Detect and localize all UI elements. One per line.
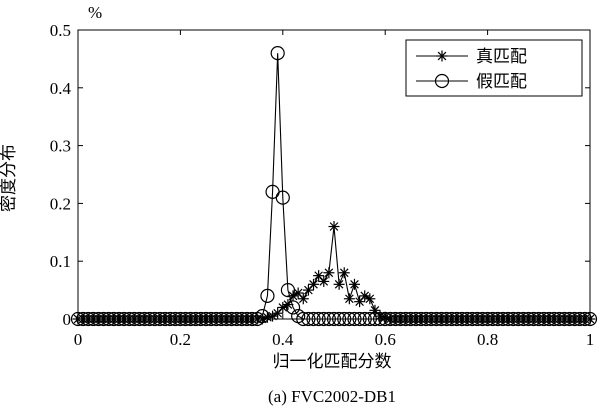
data-point-asterisk bbox=[328, 221, 340, 233]
asterisk-stroke bbox=[437, 51, 447, 61]
x-tick-label: 0.8 bbox=[477, 330, 498, 349]
data-point-circle bbox=[275, 190, 290, 205]
y-tick-label: 0.5 bbox=[50, 21, 71, 40]
y-tick-label: 0.3 bbox=[50, 137, 71, 156]
asterisk-stroke bbox=[324, 268, 334, 278]
y-tick-label: 0.2 bbox=[50, 194, 71, 213]
x-tick-label: 1 bbox=[586, 330, 595, 349]
x-tick-label: 0.4 bbox=[272, 330, 294, 349]
data-point-asterisk bbox=[313, 270, 325, 282]
data-point-asterisk bbox=[338, 267, 350, 279]
asterisk-stroke bbox=[283, 300, 293, 309]
data-point-asterisk bbox=[333, 278, 345, 290]
data-point-asterisk bbox=[277, 301, 289, 313]
y-axis-label: 密度分布 bbox=[0, 144, 19, 212]
asterisk-stroke bbox=[365, 294, 375, 304]
axes-frame bbox=[77, 29, 591, 320]
data-point-circle bbox=[270, 46, 285, 61]
legend-marker-asterisk bbox=[436, 50, 448, 62]
asterisk-stroke bbox=[334, 279, 344, 289]
asterisk-stroke bbox=[329, 222, 339, 231]
figure-caption: (a) FVC2002-DB1 bbox=[268, 387, 396, 406]
data-point-asterisk bbox=[272, 307, 284, 319]
data-point-circle bbox=[280, 283, 296, 298]
data-point-asterisk bbox=[282, 299, 294, 311]
legend-box bbox=[405, 39, 583, 97]
data-point-asterisk bbox=[261, 311, 273, 323]
asterisk-stroke bbox=[263, 312, 272, 322]
legend-label: 假匹配 bbox=[476, 72, 527, 92]
data-point-asterisk bbox=[364, 293, 376, 305]
asterisk-stroke bbox=[339, 268, 349, 278]
asterisk-stroke bbox=[293, 288, 303, 298]
asterisk-stroke bbox=[360, 291, 370, 301]
asterisk-stroke bbox=[319, 277, 329, 286]
data-point-asterisk bbox=[318, 275, 330, 287]
x-tick-label: 0.6 bbox=[375, 330, 396, 349]
y-tick-label: 0 bbox=[63, 310, 72, 329]
data-point-asterisk bbox=[348, 278, 360, 290]
x-tick-label: 0.2 bbox=[170, 330, 191, 349]
x-axis-label: 归一化匹配分数 bbox=[273, 352, 392, 372]
axes: 0 0.2 0.4 0.6 0.8 1 0 0.1 0.2 0.3 0.4 0.5 bbox=[50, 21, 595, 349]
data-point-asterisk bbox=[323, 267, 335, 279]
legend-label: 真匹配 bbox=[476, 47, 527, 67]
data-point-asterisk bbox=[297, 293, 309, 305]
data-point-circle bbox=[260, 288, 275, 303]
asterisk-stroke bbox=[298, 294, 308, 304]
asterisk-stroke bbox=[345, 294, 354, 304]
legend-marker-circle bbox=[434, 73, 450, 89]
x-tick-label: 0 bbox=[74, 330, 83, 349]
asterisk-stroke bbox=[350, 279, 359, 289]
y-tick-label: 0.4 bbox=[50, 79, 72, 98]
asterisk-stroke bbox=[314, 271, 323, 280]
data-point-asterisk bbox=[308, 278, 320, 290]
data-point-asterisk bbox=[343, 293, 355, 305]
asterisk-stroke bbox=[370, 306, 380, 315]
y-unit-label: % bbox=[88, 3, 102, 22]
y-tick-label: 0.1 bbox=[50, 252, 71, 271]
asterisk-stroke bbox=[309, 279, 318, 289]
